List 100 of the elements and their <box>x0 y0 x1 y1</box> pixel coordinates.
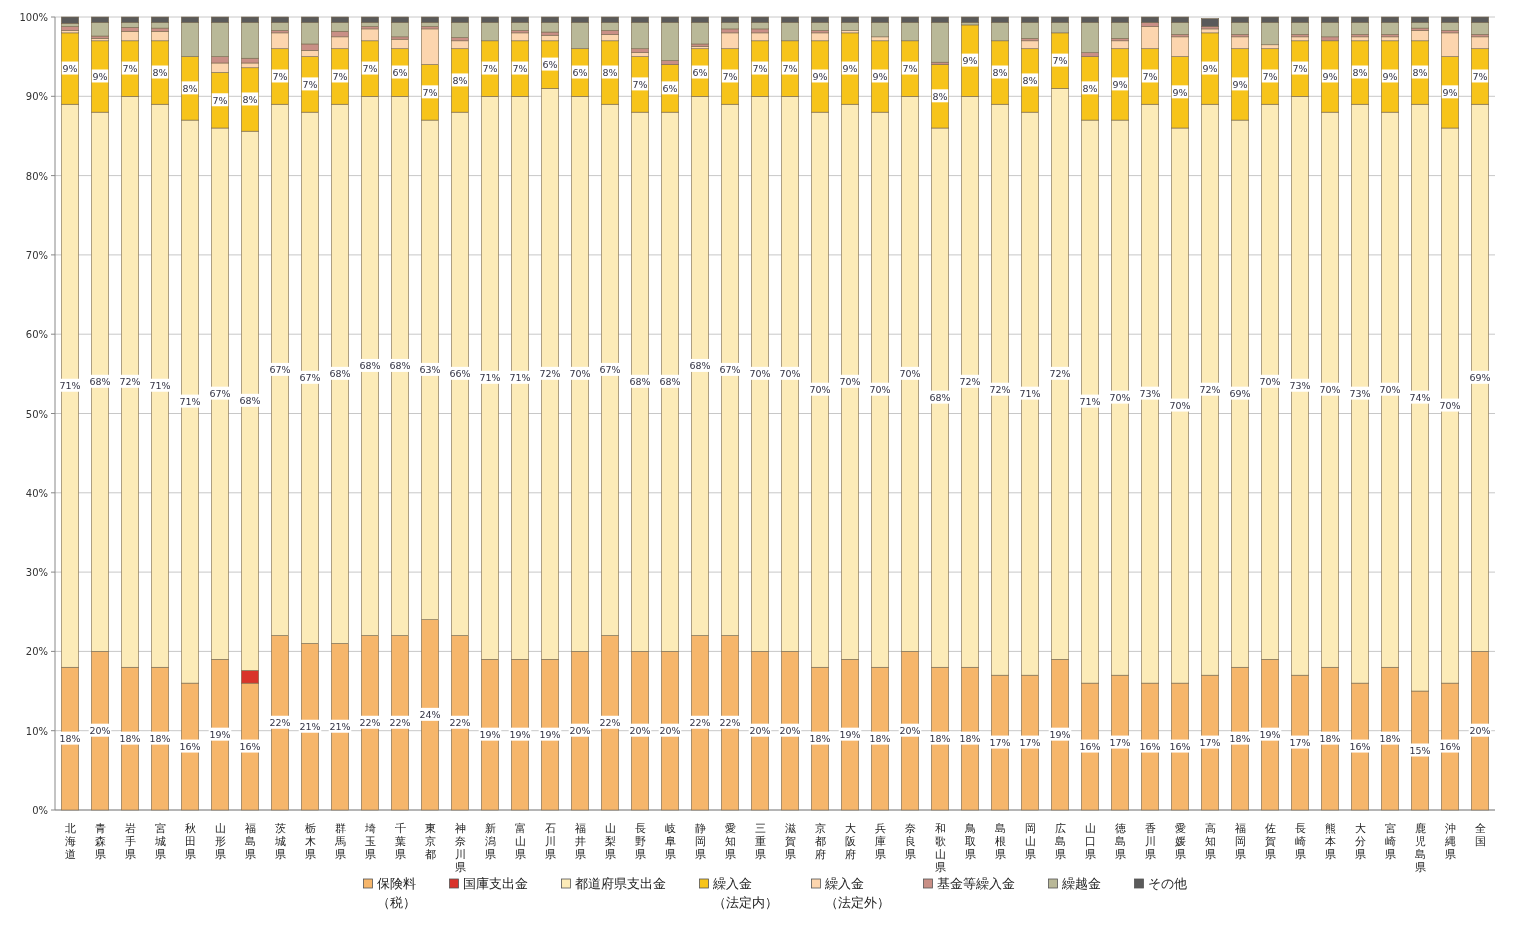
data-label: 7% <box>722 70 738 82</box>
data-label: 7% <box>1472 70 1488 82</box>
data-label: 7% <box>1142 70 1158 82</box>
data-label: 19% <box>479 729 501 741</box>
legend-label: 繰入金（法定外） <box>823 876 890 910</box>
bar <box>1201 18 1219 27</box>
data-label: 9% <box>1172 86 1188 98</box>
data-label: 71% <box>479 372 501 384</box>
data-label: 70% <box>1439 400 1461 412</box>
data-label: 21% <box>299 721 321 733</box>
data-label: 9% <box>1322 70 1338 82</box>
data-label: 6% <box>692 67 708 79</box>
data-label: 22% <box>689 717 711 729</box>
x-tick-label: 静岡県 <box>694 822 706 861</box>
y-tick-label: 50% <box>25 408 48 420</box>
x-tick-label: 愛媛県 <box>1174 822 1186 861</box>
data-label: 9% <box>842 63 858 75</box>
x-tick-label: 青森県 <box>94 822 106 861</box>
x-tick-label: 大分県 <box>1354 822 1366 861</box>
data-label: 24% <box>419 709 441 721</box>
data-label: 7% <box>422 86 438 98</box>
data-label: 73% <box>1139 388 1161 400</box>
x-tick-label: 山梨県 <box>604 822 616 861</box>
bar <box>361 16 379 23</box>
x-tick-label: 埼玉県 <box>363 822 376 861</box>
data-label: 22% <box>719 717 741 729</box>
data-label: 9% <box>92 70 108 82</box>
bar <box>1141 16 1159 23</box>
data-label: 7% <box>122 63 138 75</box>
data-label: 9% <box>962 55 978 67</box>
data-label: 21% <box>329 721 351 733</box>
data-label: 18% <box>149 733 171 745</box>
data-label: 18% <box>929 733 951 745</box>
y-tick-label: 30% <box>25 567 48 579</box>
data-label: 67% <box>299 372 321 384</box>
x-tick-label: 新潟県 <box>484 822 496 861</box>
data-label: 70% <box>779 368 801 380</box>
y-tick-label: 20% <box>25 646 48 658</box>
y-tick-label: 40% <box>25 487 48 499</box>
data-label: 20% <box>779 725 801 737</box>
x-tick-label: 広島県 <box>1054 822 1066 861</box>
data-label: 68% <box>359 360 381 372</box>
data-label: 16% <box>179 741 201 753</box>
data-label: 67% <box>209 388 231 400</box>
data-label: 20% <box>749 725 771 737</box>
data-label: 16% <box>1439 741 1461 753</box>
data-label: 67% <box>599 364 621 376</box>
data-label: 19% <box>839 729 861 741</box>
x-tick-label: 神奈川県 <box>454 822 466 874</box>
data-label: 22% <box>449 717 471 729</box>
data-label: 16% <box>1079 741 1101 753</box>
legend-label: 都道府県支出金 <box>574 876 666 891</box>
data-label: 17% <box>1019 737 1041 749</box>
data-label: 70% <box>809 384 831 396</box>
data-label: 6% <box>542 59 558 71</box>
data-label: 71% <box>1019 388 1041 400</box>
data-label: 68% <box>329 368 351 380</box>
data-label: 8% <box>1082 82 1098 94</box>
x-tick-label: 岩手県 <box>124 822 136 861</box>
data-label: 8% <box>182 82 198 94</box>
x-tick-label: 滋賀県 <box>784 822 796 861</box>
x-tick-label: 富山県 <box>514 822 526 861</box>
data-label: 22% <box>359 717 381 729</box>
x-tick-label: 岐阜県 <box>664 822 676 861</box>
x-tick-label: 島根県 <box>994 822 1006 861</box>
data-label: 68% <box>89 376 111 388</box>
data-label: 70% <box>749 368 771 380</box>
data-label: 22% <box>599 717 621 729</box>
data-label: 70% <box>1319 384 1341 396</box>
data-label: 70% <box>1169 400 1191 412</box>
data-label: 17% <box>1109 737 1131 749</box>
x-tick-label: 鹿児島県 <box>1414 822 1426 874</box>
data-label: 70% <box>899 368 921 380</box>
data-label: 7% <box>632 78 648 90</box>
x-tick-label: 福岡県 <box>1234 822 1246 861</box>
data-label: 67% <box>269 364 291 376</box>
data-label: 18% <box>809 733 831 745</box>
data-label: 68% <box>629 376 651 388</box>
data-label: 9% <box>1382 70 1398 82</box>
data-label: 70% <box>869 384 891 396</box>
data-label: 9% <box>1202 63 1218 75</box>
x-tick-label: 大阪府 <box>844 822 856 861</box>
x-tick-label: 愛知県 <box>724 822 736 861</box>
data-label: 22% <box>389 717 411 729</box>
x-tick-label: 熊本県 <box>1324 822 1336 861</box>
data-label: 71% <box>179 396 201 408</box>
data-label: 8% <box>242 93 258 105</box>
x-tick-label: 秋田県 <box>184 822 196 861</box>
legend-label: 国庫支出金 <box>462 876 528 891</box>
legend-label: 繰越金 <box>1060 876 1101 891</box>
data-label: 68% <box>239 395 261 407</box>
data-label: 16% <box>1169 741 1191 753</box>
data-label: 8% <box>602 67 618 79</box>
legend-label: 繰入金（法定内） <box>711 876 778 910</box>
data-label: 6% <box>392 67 408 79</box>
data-label: 73% <box>1289 380 1311 392</box>
data-label: 74% <box>1409 392 1431 404</box>
data-label: 72% <box>959 376 981 388</box>
data-label: 20% <box>89 725 111 737</box>
data-label: 70% <box>569 368 591 380</box>
